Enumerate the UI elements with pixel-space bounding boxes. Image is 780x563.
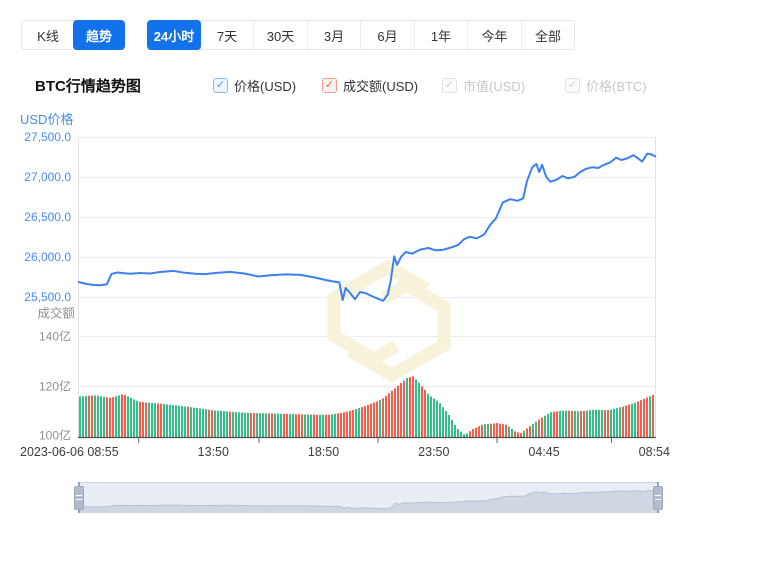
x-axis-label: 13:50 xyxy=(197,445,229,459)
page-title: BTC行情趋势图 xyxy=(35,78,141,95)
datazoom-left-handle-grip xyxy=(74,485,84,510)
watermark-logo xyxy=(327,259,451,383)
x-axis-labels: 2023-06-06 08:55 13:50 18:50 23:50 04:45 08:5… xyxy=(20,445,670,459)
legend-toggle-marketcap-usd: ✓ 市值(USD) xyxy=(442,76,525,95)
legend-label-price-usd: 价格(USD) xyxy=(234,79,297,94)
price-ytick-label: 27,000.0 xyxy=(24,170,71,184)
legend-toggle-price-usd[interactable]: ✓ 价格(USD) xyxy=(213,76,296,95)
x-axis-label: 2023-06-06 08:55 xyxy=(20,445,119,459)
volume-ytick-label: 100亿 xyxy=(38,428,71,443)
legend-toggle-volume-usd[interactable]: ✓ 成交额(USD) xyxy=(322,76,418,95)
datazoom-minimap xyxy=(79,489,658,512)
chart-type-switcher: K线 趋势 xyxy=(21,20,125,50)
price-ytick-label: 27,500.0 xyxy=(24,130,71,144)
tab-range-24h[interactable]: 24小时 xyxy=(147,20,201,50)
tab-range-all[interactable]: 全部 xyxy=(521,21,574,49)
tab-range-ytd[interactable]: 今年 xyxy=(467,21,521,49)
x-axis-label: 08:54 xyxy=(638,445,670,459)
x-axis-label: 23:50 xyxy=(418,445,450,459)
checkbox-price-usd[interactable]: ✓ xyxy=(213,78,228,93)
volume-bars xyxy=(79,376,654,437)
checkbox-marketcap-usd: ✓ xyxy=(442,78,457,93)
price-axis-title: USD价格 xyxy=(20,112,74,127)
legend-label-marketcap-usd: 市值(USD) xyxy=(463,79,526,94)
tab-kline[interactable]: K线 xyxy=(22,21,74,49)
x-axis-label: 18:50 xyxy=(307,445,340,459)
tab-range-1y[interactable]: 1年 xyxy=(414,21,467,49)
volume-ytick-label: 140亿 xyxy=(38,329,71,344)
datazoom-right-handle-grip xyxy=(653,485,663,510)
price-volume-plot[interactable] xyxy=(78,137,659,445)
price-ytick-label: 25,500.0 xyxy=(24,290,71,304)
checkbox-volume-usd[interactable]: ✓ xyxy=(322,78,337,93)
datazoom-slider[interactable] xyxy=(74,482,663,513)
volume-axis-title: 成交额 xyxy=(37,306,75,321)
tab-range-6m[interactable]: 6月 xyxy=(360,21,414,49)
checkbox-price-btc: ✓ xyxy=(565,78,580,93)
tab-range-3m[interactable]: 3月 xyxy=(307,21,360,49)
price-ytick-label: 26,000.0 xyxy=(24,250,71,264)
price-ytick-label: 26,500.0 xyxy=(24,210,71,224)
legend-label-volume-usd: 成交额(USD) xyxy=(343,79,419,94)
tab-range-30d[interactable]: 30天 xyxy=(253,21,307,49)
tab-trend[interactable]: 趋势 xyxy=(73,20,125,50)
legend-label-price-btc: 价格(BTC) xyxy=(586,79,647,94)
price-line xyxy=(78,152,657,302)
volume-ytick-label: 120亿 xyxy=(38,379,71,394)
legend-toggle-price-btc: ✓ 价格(BTC) xyxy=(565,76,647,95)
tab-range-7d[interactable]: 7天 xyxy=(200,21,253,49)
x-axis-label: 04:45 xyxy=(528,445,560,459)
time-range-switcher: 24小时 7天 30天 3月 6月 1年 今年 全部 xyxy=(147,20,575,50)
